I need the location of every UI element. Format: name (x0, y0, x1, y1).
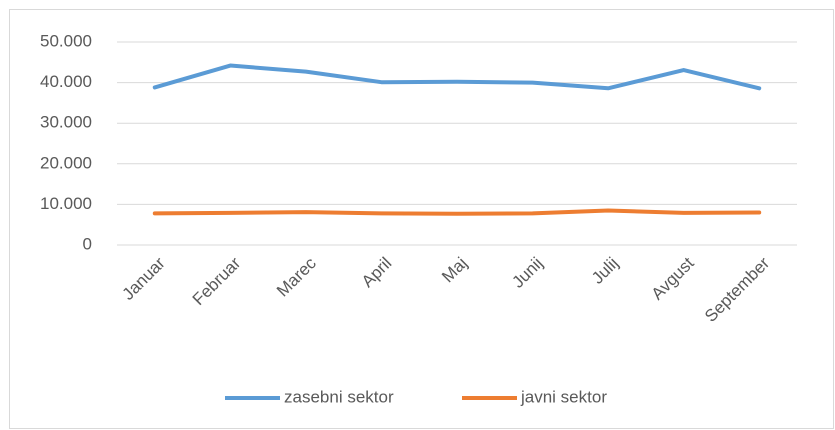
legend-label: javni sektor (520, 387, 607, 406)
y-tick-label: 30.000 (40, 113, 92, 132)
line-series (152, 208, 762, 216)
y-tick-label: 50.000 (40, 31, 92, 50)
chart-frame (9, 9, 834, 429)
line-series (152, 63, 762, 91)
y-tick-label: 20.000 (40, 153, 92, 172)
legend-label: zasebni sektor (284, 387, 394, 406)
y-tick-label: 0 (83, 234, 92, 253)
y-tick-label: 10.000 (40, 194, 92, 213)
y-tick-label: 40.000 (40, 72, 92, 91)
